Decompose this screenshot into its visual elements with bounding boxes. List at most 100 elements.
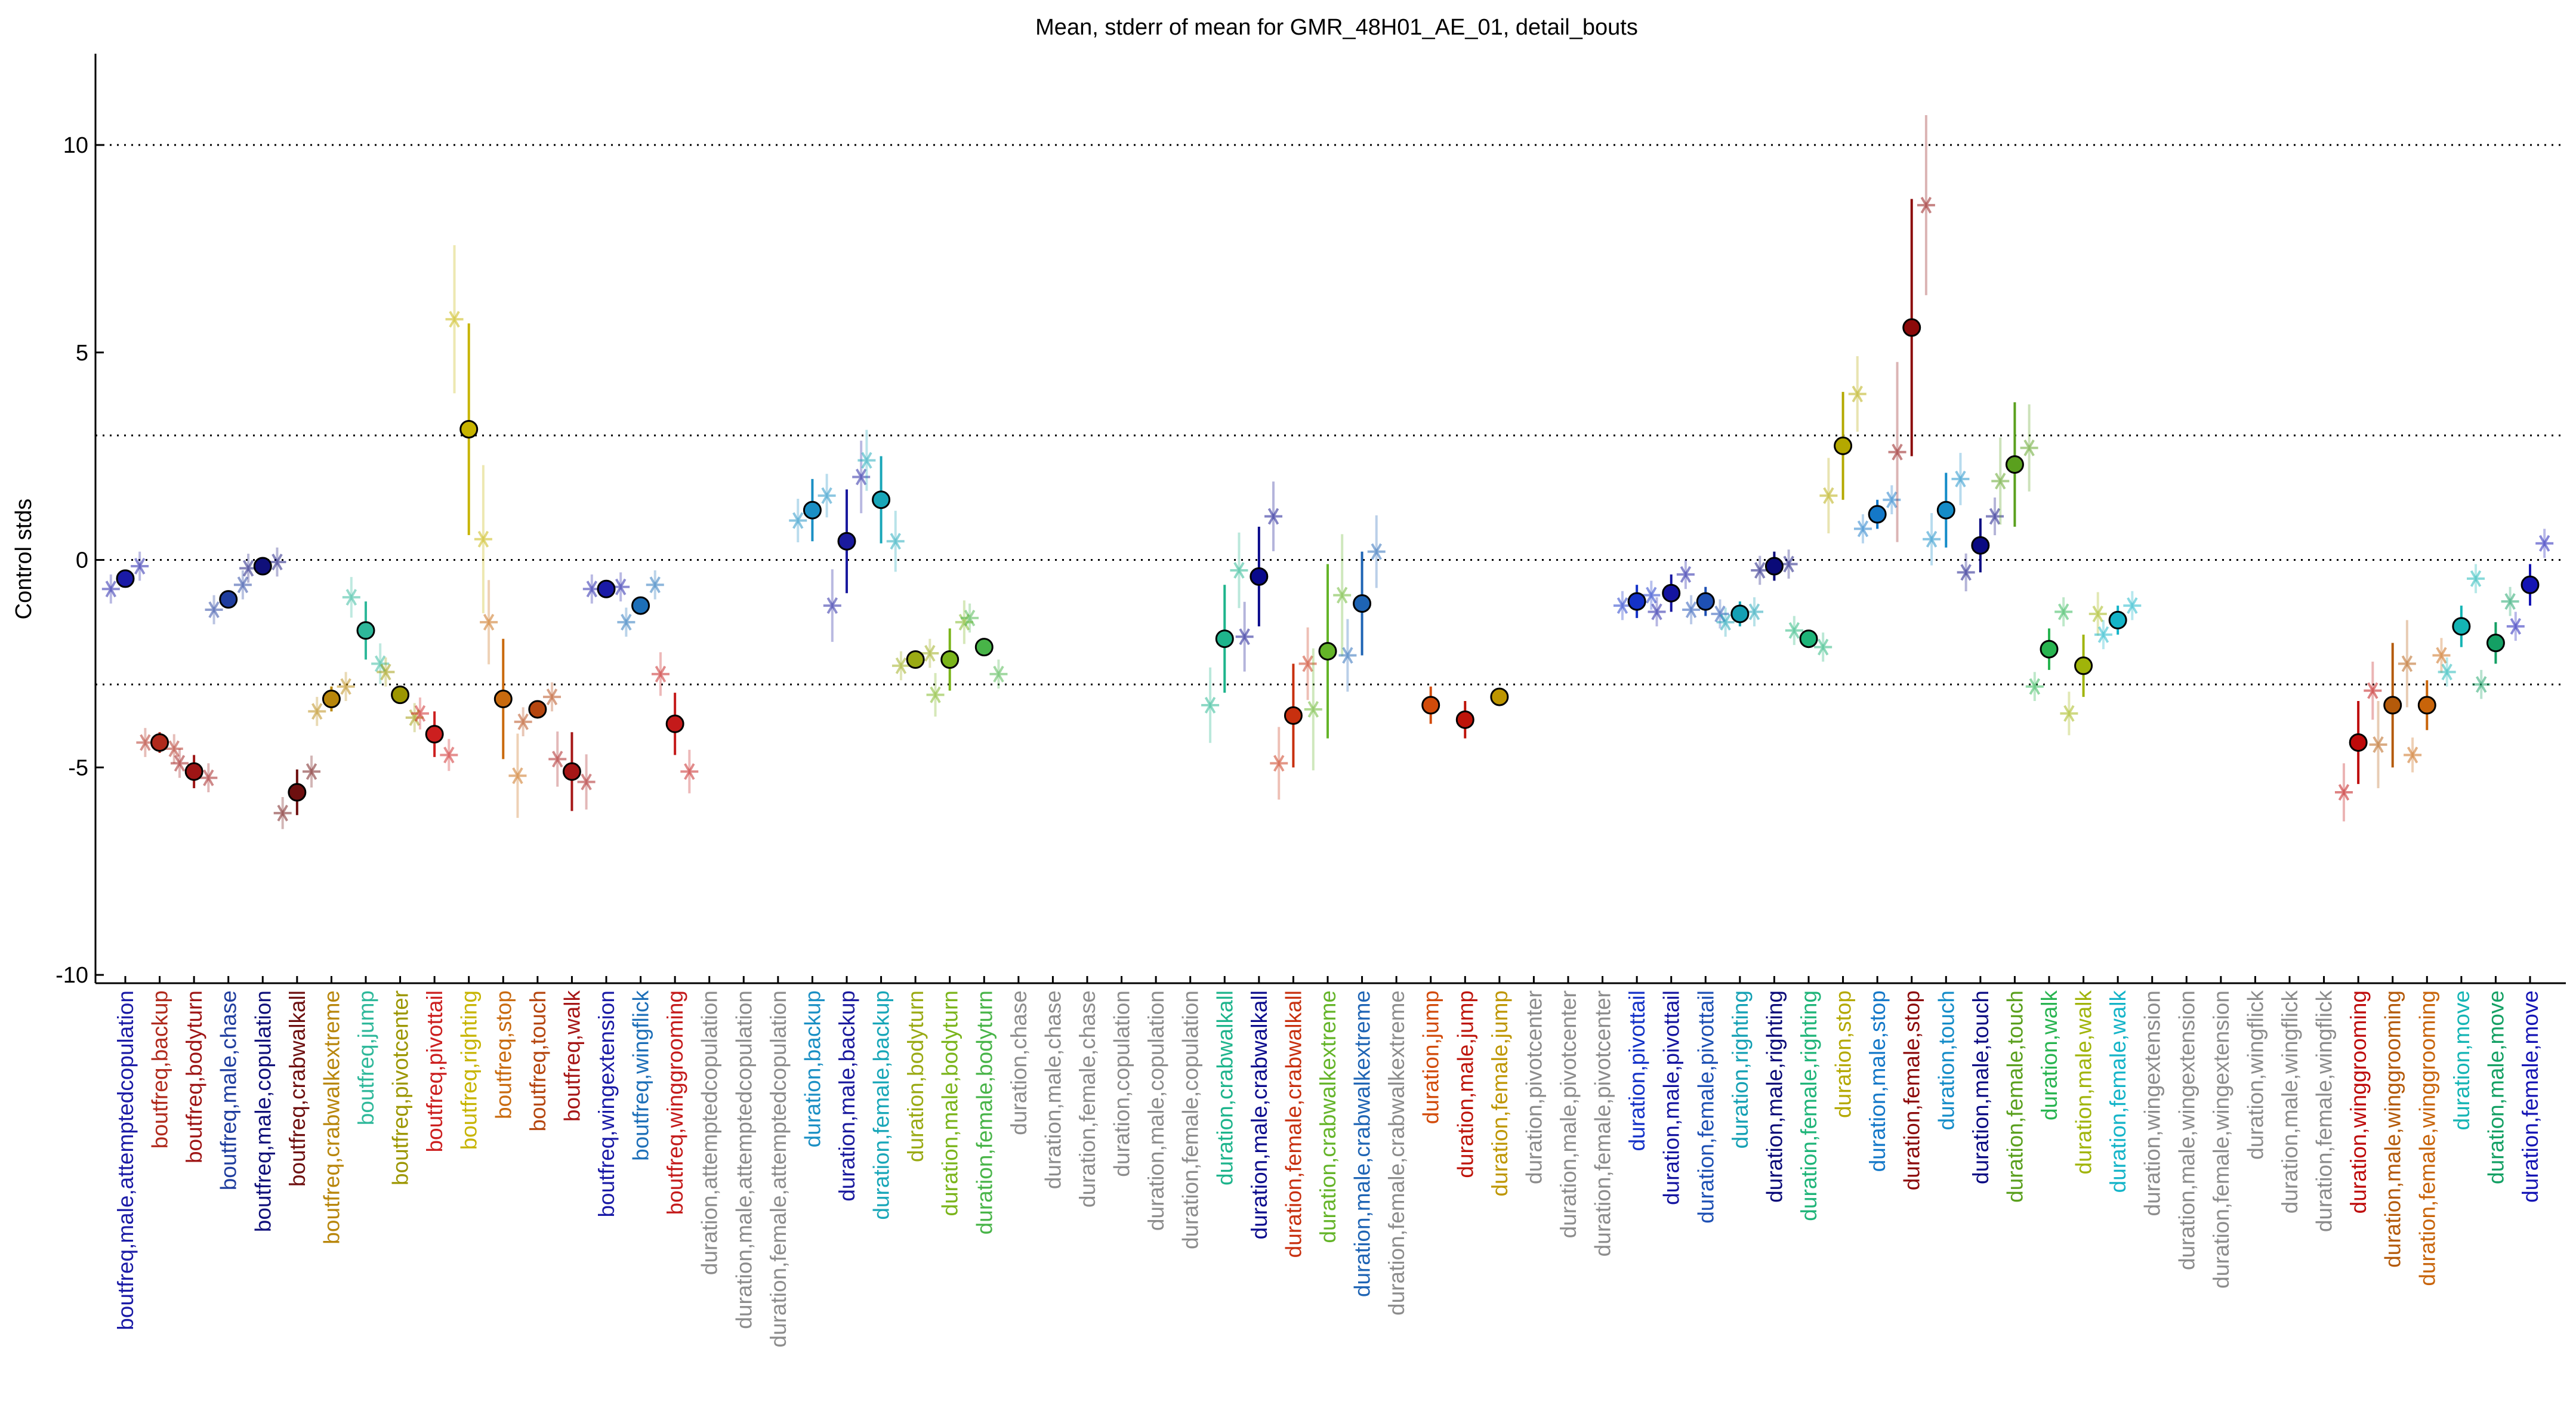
mean-marker — [1868, 505, 1887, 524]
mean-marker — [1764, 557, 1784, 576]
star-stroke — [174, 755, 186, 772]
sex-mean-star — [926, 686, 945, 703]
mean-marker — [116, 569, 135, 588]
mean-marker — [2417, 696, 2436, 715]
star-stroke — [1926, 530, 1938, 548]
category-marks — [1201, 532, 1248, 743]
category-marks — [170, 749, 218, 793]
x-tick-label: duration,male,wingextension — [2174, 990, 2199, 1270]
star-stroke — [1754, 561, 1766, 579]
category-marks — [2369, 620, 2416, 789]
category-marks — [961, 603, 1008, 689]
mean-marker — [2005, 455, 2024, 474]
category-marks — [1235, 481, 1283, 672]
x-tick-label: boutfreq,crabwalkextreme — [319, 990, 344, 1245]
star-stroke — [2470, 570, 2482, 587]
category-marks — [1923, 453, 1970, 566]
sex-mean-star — [1367, 543, 1386, 560]
category-marks — [205, 570, 252, 625]
reference-lines — [95, 144, 2566, 685]
x-tick-label: duration,pivottail — [1625, 990, 1649, 1151]
category-marks — [2334, 661, 2382, 822]
sex-mean-star — [1676, 566, 1695, 583]
sex-mean-star — [1304, 700, 1322, 718]
sex-mean-star — [508, 767, 527, 785]
x-tick-label: duration,copulation — [1110, 990, 1134, 1177]
sex-mean-star — [170, 755, 189, 772]
mean-marker — [665, 714, 684, 733]
category-marks — [2472, 586, 2519, 699]
mean-marker — [1696, 592, 1715, 611]
x-tick-label: duration,female,touch — [2003, 990, 2027, 1203]
mean-marker — [356, 621, 375, 640]
star-stroke — [1307, 700, 1319, 718]
star-stroke — [1955, 470, 1966, 487]
sex-mean-star — [273, 804, 292, 822]
x-tick-label: boutfreq,pivotcenter — [388, 990, 413, 1185]
mean-marker — [631, 596, 650, 615]
category-marks — [891, 638, 939, 681]
mean-marker — [1936, 501, 1955, 520]
x-tick-label: duration,female,backup — [869, 990, 894, 1220]
category-marks — [548, 731, 596, 811]
x-tick-label: duration,male,crabwalkextreme — [1350, 990, 1375, 1297]
star-stroke — [1646, 586, 1657, 604]
y-tick-label: 10 — [63, 133, 88, 158]
mean-marker — [493, 690, 513, 709]
mean-marker — [940, 650, 960, 669]
star-stroke — [2338, 784, 2350, 801]
star-stroke — [203, 769, 214, 786]
mean-marker — [253, 557, 272, 576]
y-tick-label: -10 — [55, 963, 88, 988]
mean-marker — [322, 690, 341, 709]
mean-marker — [219, 590, 238, 609]
sex-mean-star — [651, 665, 670, 683]
x-tick-label: duration,move — [2449, 990, 2474, 1130]
chart-title: Mean, stderr of mean for GMR_48H01_AE_01… — [1035, 15, 1638, 40]
sex-mean-star — [2535, 535, 2554, 552]
sex-mean-star — [1951, 470, 1970, 487]
x-tick-label: boutfreq,wingextension — [594, 990, 619, 1218]
category-marks — [1853, 485, 1901, 544]
x-tick-label: boutfreq,pivottail — [422, 990, 447, 1153]
category-marks — [1957, 497, 2004, 592]
sex-mean-star — [377, 663, 395, 681]
star-stroke — [2407, 746, 2418, 764]
x-tick-label: duration,female,righting — [1797, 990, 1821, 1221]
star-stroke — [1995, 473, 2006, 490]
x-tick-label: boutfreq,righting — [457, 990, 482, 1150]
category-marks — [1613, 580, 1661, 620]
axes — [94, 54, 2566, 984]
sex-mean-star — [1957, 564, 1975, 581]
star-stroke — [345, 589, 357, 606]
sex-mean-star — [1819, 487, 1838, 504]
category-marks — [823, 440, 871, 642]
star-stroke — [2504, 593, 2516, 610]
sex-mean-star — [2054, 603, 2073, 620]
category-marks — [651, 652, 699, 793]
mean-marker — [872, 490, 891, 509]
mean-marker — [1215, 629, 1234, 649]
category-marks — [1270, 627, 1317, 800]
sex-mean-star — [1642, 586, 1661, 604]
category-marks — [926, 600, 973, 717]
sex-mean-star — [1264, 508, 1283, 525]
sex-mean-star — [817, 487, 836, 504]
star-stroke — [443, 746, 455, 764]
x-tick-label: boutfreq,backup — [148, 990, 172, 1148]
star-stroke — [1920, 196, 1932, 214]
sex-mean-star — [680, 763, 699, 780]
x-tick-label: duration,female,crabwalkextreme — [1384, 990, 1409, 1316]
y-tick-label: 5 — [76, 341, 88, 366]
category-marks — [1716, 597, 1764, 637]
star-stroke — [1852, 385, 1863, 403]
star-stroke — [1342, 647, 1353, 664]
star-stroke — [2092, 605, 2103, 622]
mean-marker — [1971, 536, 1990, 555]
mean-marker — [288, 783, 307, 802]
sex-mean-star — [2088, 605, 2107, 622]
mean-marker — [2108, 610, 2127, 629]
star-stroke — [546, 688, 558, 706]
